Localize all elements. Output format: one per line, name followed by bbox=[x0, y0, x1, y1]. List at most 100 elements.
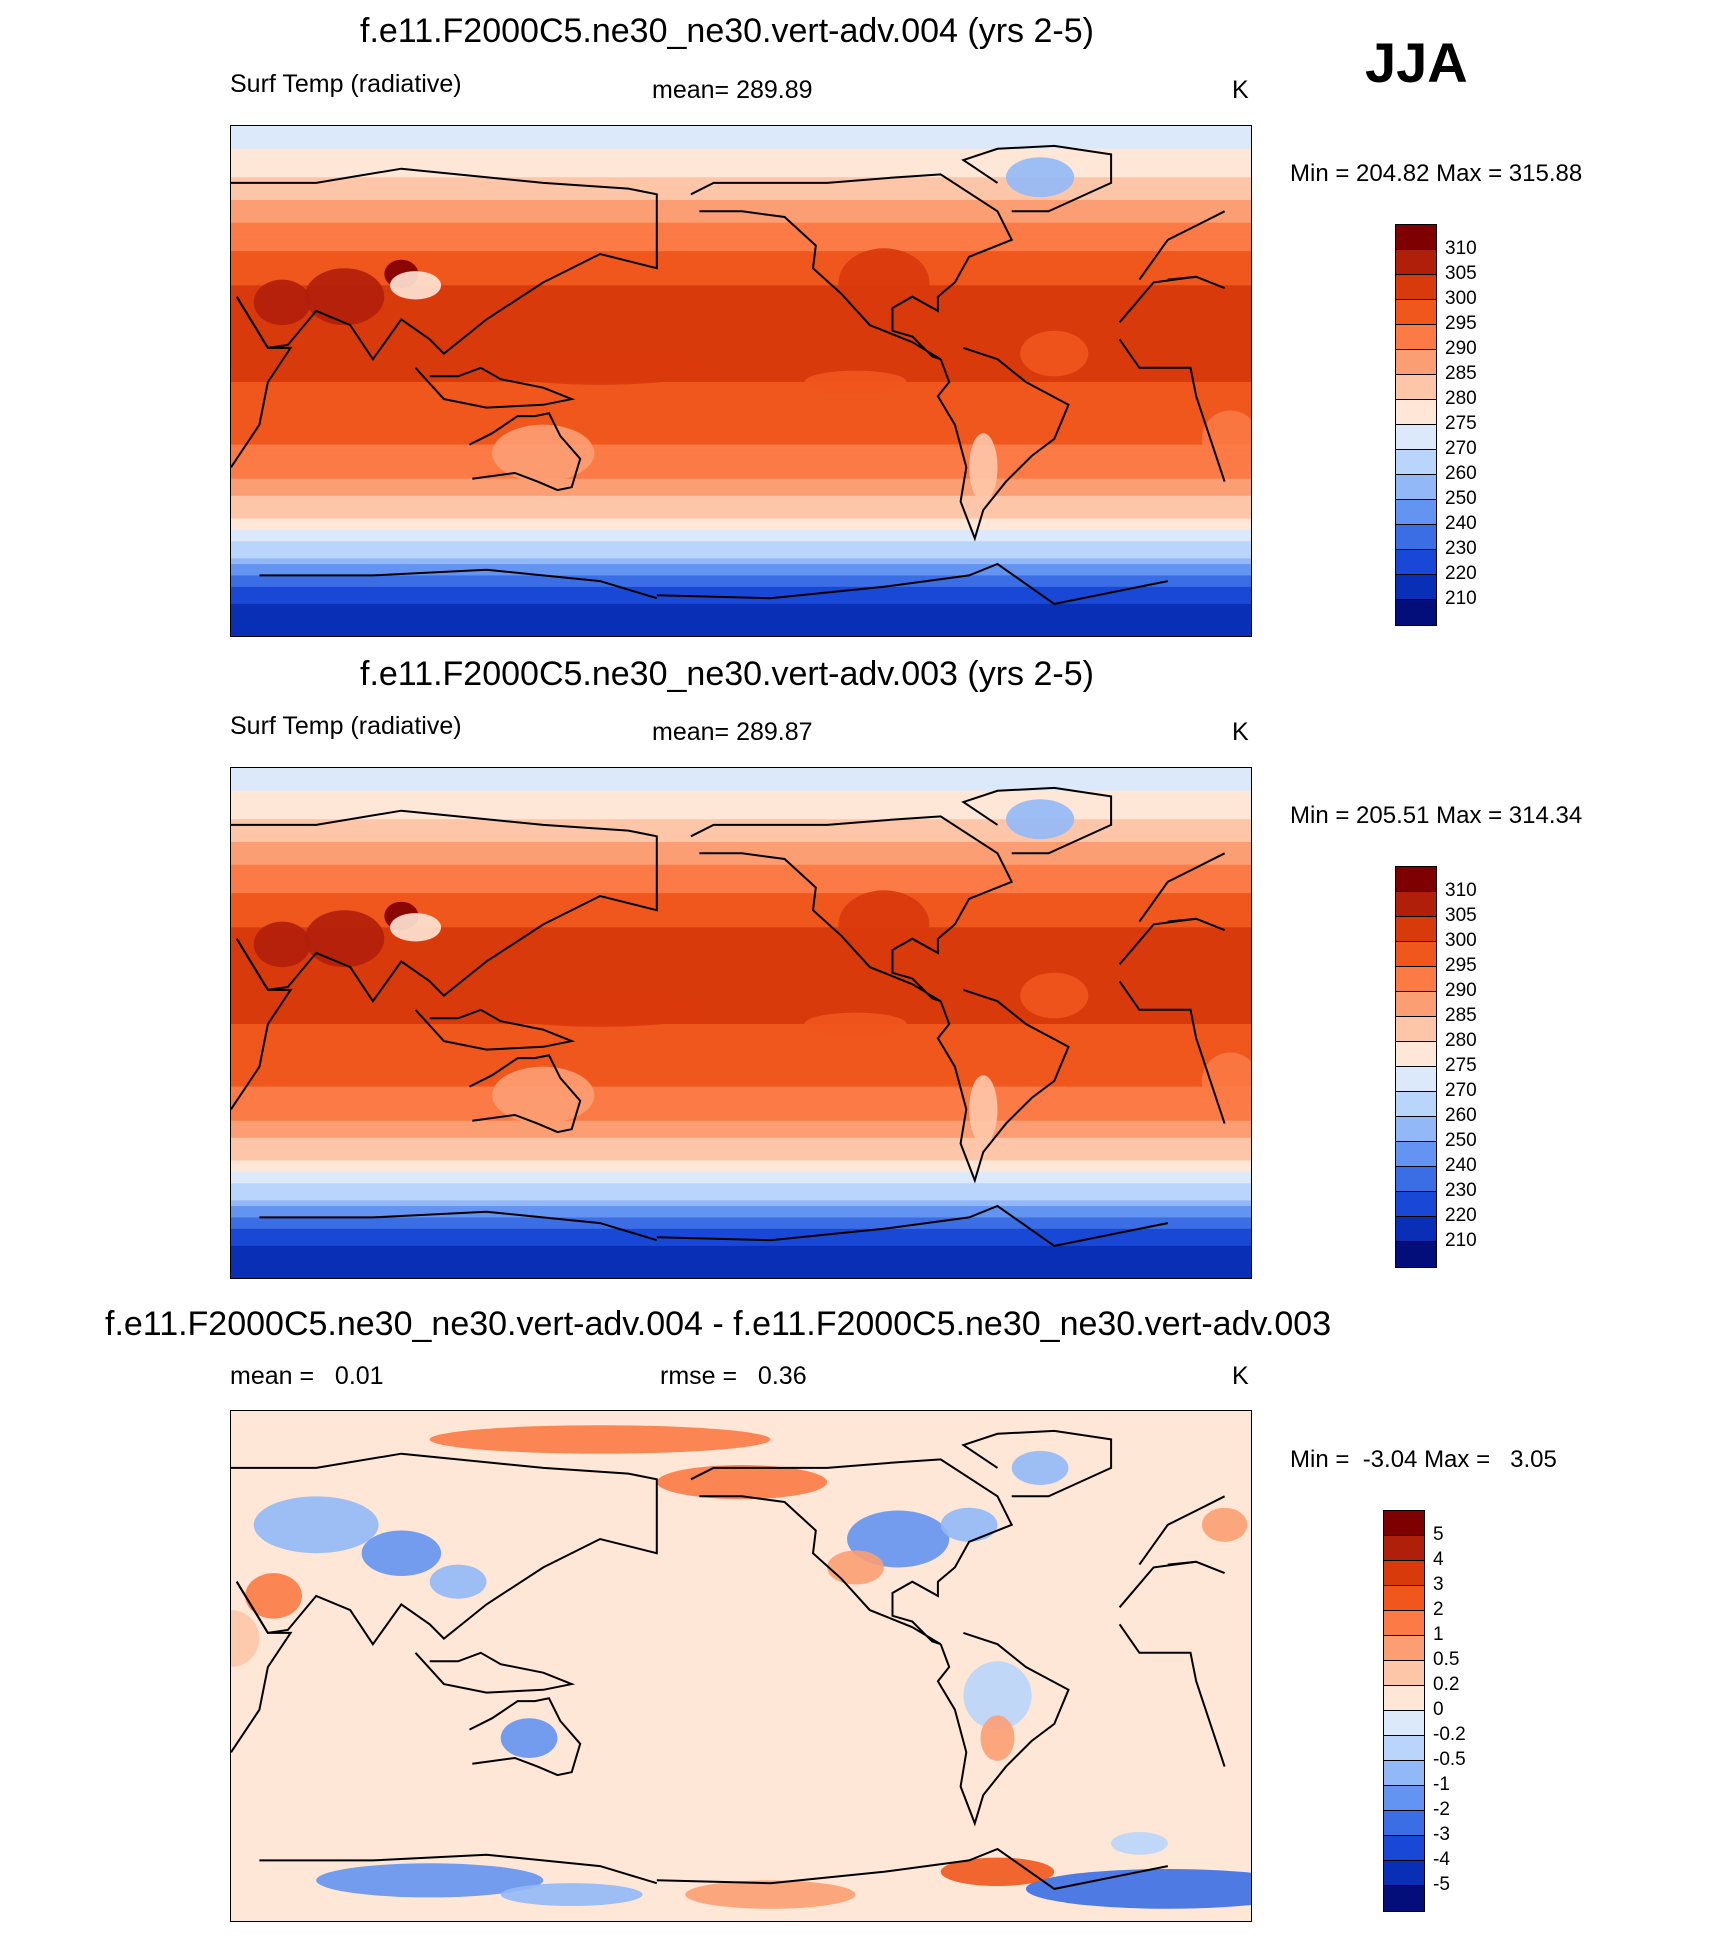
colorbar-tick-label: 310 bbox=[1445, 880, 1477, 901]
zonal-band bbox=[231, 160, 1251, 167]
colorbar-swatch bbox=[1384, 1561, 1424, 1586]
field-anomaly-blob bbox=[245, 1573, 302, 1619]
zonal-band bbox=[231, 228, 1251, 235]
zonal-band bbox=[231, 984, 1251, 991]
colorbar-tick-label: 230 bbox=[1445, 1180, 1477, 1201]
colorbar-tick-label: 250 bbox=[1445, 488, 1477, 509]
zonal-band bbox=[231, 552, 1251, 559]
colorbar-tick-label: -4 bbox=[1433, 1849, 1450, 1870]
colorbar-swatch bbox=[1396, 917, 1436, 942]
field-anomaly-blob bbox=[253, 1496, 379, 1554]
colorbar-swatch bbox=[1396, 275, 1436, 300]
zonal-band bbox=[231, 1029, 1251, 1036]
panel-2-colorbar bbox=[1395, 866, 1437, 1268]
colorbar-swatch bbox=[1396, 1142, 1436, 1167]
zonal-band bbox=[231, 1109, 1251, 1116]
colorbar-tick-label: 275 bbox=[1445, 1055, 1477, 1076]
zonal-band bbox=[231, 535, 1251, 542]
zonal-band bbox=[231, 490, 1251, 497]
zonal-band bbox=[231, 319, 1251, 326]
zonal-band bbox=[231, 1160, 1251, 1167]
colorbar-tick-label: 0.5 bbox=[1433, 1649, 1460, 1670]
zonal-band bbox=[231, 256, 1251, 264]
zonal-band bbox=[231, 1035, 1251, 1042]
zonal-band bbox=[231, 961, 1251, 968]
field-anomaly-blob bbox=[940, 1857, 1055, 1887]
zonal-band bbox=[231, 211, 1251, 218]
colorbar-tick-label: 1 bbox=[1433, 1624, 1444, 1645]
colorbar-tick-label: 240 bbox=[1445, 513, 1477, 534]
zonal-band bbox=[231, 824, 1251, 832]
zonal-band bbox=[231, 455, 1251, 463]
coastline bbox=[1138, 1495, 1226, 1566]
zonal-band bbox=[231, 205, 1251, 212]
coastline bbox=[961, 1429, 1113, 1498]
zonal-band bbox=[231, 796, 1251, 803]
zonal-band bbox=[231, 364, 1251, 372]
zonal-band bbox=[231, 1149, 1251, 1156]
colorbar-swatch bbox=[1396, 1092, 1436, 1117]
colorbar-swatch bbox=[1396, 375, 1436, 400]
zonal-band bbox=[231, 569, 1251, 577]
zonal-band bbox=[231, 137, 1251, 144]
zonal-band bbox=[231, 626, 1251, 633]
zonal-band bbox=[231, 359, 1251, 366]
colorbar-tick-label: 220 bbox=[1445, 563, 1477, 584]
zonal-band bbox=[231, 807, 1251, 815]
field-anomaly-blob bbox=[980, 1715, 1015, 1761]
zonal-band bbox=[231, 915, 1251, 923]
zonal-band bbox=[231, 376, 1251, 383]
zonal-band bbox=[231, 898, 1251, 906]
field-anomaly-blob bbox=[963, 1661, 1032, 1730]
zonal-band bbox=[231, 1211, 1251, 1219]
panel-1-minmax: Min = 204.82 Max = 315.88 bbox=[1290, 160, 1583, 187]
coastline bbox=[690, 1458, 1014, 1646]
field-anomaly-blob bbox=[940, 1507, 998, 1542]
zonal-band bbox=[231, 1223, 1251, 1230]
zonal-band bbox=[231, 1228, 1251, 1236]
colorbar-tick-label: -1 bbox=[1433, 1774, 1450, 1795]
zonal-band bbox=[231, 433, 1251, 440]
zonal-band bbox=[231, 1080, 1251, 1088]
field-anomaly-blob bbox=[656, 1465, 828, 1500]
colorbar-tick-label: 300 bbox=[1445, 930, 1477, 951]
zonal-band bbox=[231, 518, 1251, 525]
zonal-band bbox=[231, 1046, 1251, 1054]
colorbar-tick-label: 300 bbox=[1445, 288, 1477, 309]
zonal-band bbox=[231, 347, 1251, 355]
field-anomaly-blob bbox=[316, 1863, 544, 1898]
zonal-band bbox=[231, 182, 1251, 190]
colorbar-swatch bbox=[1396, 1217, 1436, 1242]
coastline bbox=[469, 1697, 582, 1777]
colorbar-swatch bbox=[1396, 425, 1436, 450]
colorbar-swatch bbox=[1396, 300, 1436, 325]
panel-1-title: f.e11.F2000C5.ne30_ne30.vert-adv.004 (yr… bbox=[360, 12, 1094, 50]
coastline bbox=[690, 173, 1014, 361]
zonal-band bbox=[231, 1041, 1251, 1048]
zonal-band bbox=[231, 541, 1251, 548]
zonal-band bbox=[231, 887, 1251, 894]
zonal-band bbox=[231, 1086, 1251, 1093]
zonal-band bbox=[231, 921, 1251, 928]
coastline bbox=[414, 1651, 576, 1694]
colorbar-tick-label: 260 bbox=[1445, 463, 1477, 484]
zonal-band bbox=[231, 1120, 1251, 1127]
zonal-band bbox=[231, 1234, 1251, 1241]
colorbar-tick-label: 285 bbox=[1445, 363, 1477, 384]
colorbar-swatch bbox=[1396, 250, 1436, 275]
zonal-band bbox=[231, 325, 1251, 332]
zonal-band bbox=[231, 473, 1251, 480]
coastline bbox=[1138, 210, 1226, 281]
colorbar-tick-label: 220 bbox=[1445, 1205, 1477, 1226]
panel-1-variable-label: Surf Temp (radiative) bbox=[230, 70, 462, 98]
zonal-band bbox=[231, 1132, 1251, 1139]
zonal-band bbox=[231, 313, 1251, 321]
colorbar-swatch bbox=[1396, 525, 1436, 550]
zonal-band bbox=[231, 1217, 1251, 1224]
coastline bbox=[231, 296, 293, 468]
colorbar-tick-label: 240 bbox=[1445, 1155, 1477, 1176]
colorbar-swatch bbox=[1396, 1017, 1436, 1042]
colorbar-tick-label: -3 bbox=[1433, 1824, 1450, 1845]
zonal-band bbox=[231, 1137, 1251, 1145]
colorbar-swatch bbox=[1396, 1192, 1436, 1217]
